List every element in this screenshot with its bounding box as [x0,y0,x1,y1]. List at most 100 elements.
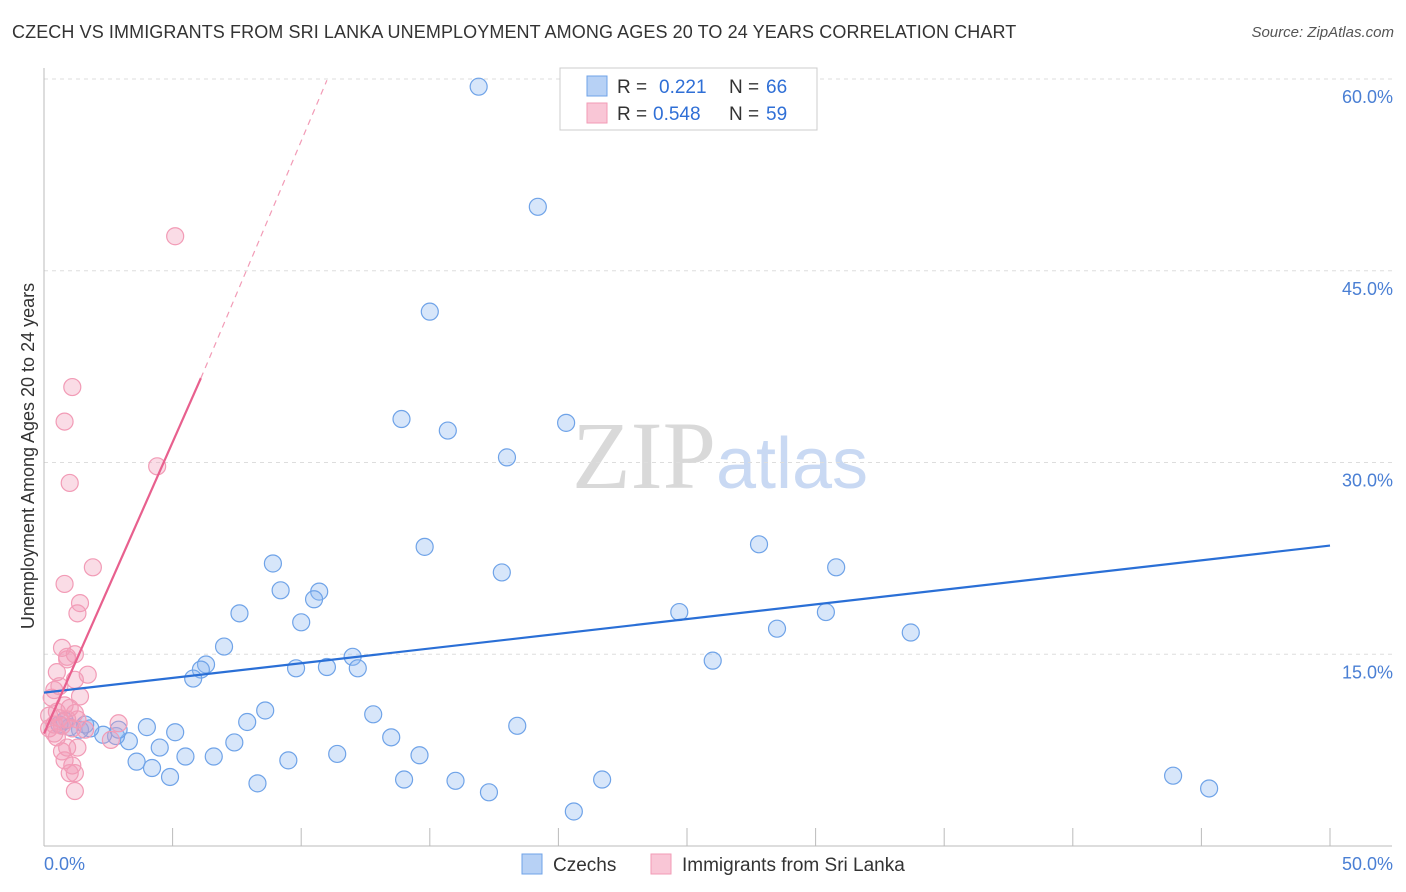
legend-n-value: 59 [766,104,787,125]
sri-lanka-point [166,227,185,246]
czechs-point [230,604,249,623]
czechs-point [279,751,298,770]
sri-lanka-point [55,412,74,431]
sri-lanka-point [76,720,95,739]
y-axis-label: Unemployment Among Ages 20 to 24 years [18,283,38,629]
sri-lanka-trendline [42,377,202,734]
czechs-point [348,659,367,678]
legend-swatch-sri-lanka [586,102,608,124]
chart-source: Source: ZipAtlas.com [1251,24,1394,41]
sri-lanka-point [65,670,84,689]
czechs-point [827,558,846,577]
czechs-point [410,746,429,765]
legend-n-value: 66 [766,77,787,98]
sri-lanka-point [60,473,79,493]
sri-lanka-trendline-extension [200,80,328,379]
czechs-point [564,802,583,821]
czechs-point [438,421,457,440]
sri-lanka-point [109,714,128,733]
y-tick-label: 15.0% [1342,662,1393,682]
czechs-point [479,783,499,802]
czechs-point [292,613,311,632]
czechs-point [557,413,576,432]
czechs-point [593,770,612,789]
czechs-point [238,712,257,732]
sri-lanka-point [101,730,120,749]
chart-title: CZECH VS IMMIGRANTS FROM SRI LANKA UNEMP… [12,22,1017,42]
sri-lanka-point [63,719,82,738]
czechs-point [528,197,547,216]
czechs-point [317,657,337,677]
czechs-point [749,535,769,554]
x-tick-label: 0.0% [44,854,85,874]
bottom-legend-czechs: Czechs [553,855,616,876]
sri-lanka-point [83,558,102,577]
czechs-point [256,701,275,720]
czechs-point [469,77,488,96]
czechs-point [160,767,180,787]
sri-lanka-point [68,738,87,757]
czechs-point [137,718,156,737]
bottom-legend-swatch-czechs [521,853,543,875]
czechs-point [248,774,267,793]
czechs-point [364,705,383,724]
czechs-point [703,651,722,670]
czechs-point [304,590,324,609]
y-tick-label: 30.0% [1342,471,1393,491]
legend: R = 0.221 N = 66 R = 0.548 N = 59 [559,67,818,131]
czechs-point [263,554,283,573]
bottom-legend-sri-lanka: Immigrants from Sri Lanka [682,855,905,876]
czechs-point [204,747,223,766]
czechs-point [497,448,517,467]
czechs-point [109,720,128,739]
czechs-point [176,747,195,766]
watermark: ZIPatlas [572,402,868,509]
czechs-point [901,623,920,642]
legend-r-value: 0.548 [653,104,701,125]
czechs-point [382,728,401,747]
czechs-point [328,744,347,764]
czechs-point [492,563,511,582]
czechs-point [508,716,527,735]
czechs-trendline [43,544,1331,694]
sri-lanka-point [63,377,82,397]
czechs-point [816,602,835,622]
y-tick-label: 60.0% [1342,87,1393,107]
sri-lanka-point [65,781,84,801]
czechs-point [271,581,290,600]
czechs-point [420,302,439,321]
legend-swatch-czechs [586,75,608,97]
sri-lanka-point [47,728,66,747]
czechs-point [767,619,787,638]
sri-lanka-point [60,764,79,783]
sri-lanka-point [68,710,87,729]
czechs-point [415,537,434,556]
bottom-legend: Czechs Immigrants from Sri Lanka [521,853,905,876]
bottom-legend-swatch-sri-lanka [650,853,672,875]
czechs-point [166,723,185,742]
legend-n-label: N = [729,77,759,98]
sri-lanka-point [65,764,84,783]
czechs-point [1200,779,1219,798]
y-tick-label: 45.0% [1342,279,1393,299]
czechs-point [214,637,234,656]
czechs-point [142,758,162,778]
czechs-point [1164,766,1183,785]
legend-n-label: N = [729,104,759,125]
x-tick-label: 50.0% [1342,854,1393,874]
czechs-point [446,771,465,790]
sri-lanka-point [68,604,87,623]
czechs-point [127,752,146,771]
sri-lanka-point [47,663,66,682]
czechs-point [225,733,244,752]
czechs-point [394,770,414,789]
czechs-point [392,409,411,429]
czechs-point [150,738,169,757]
legend-r-value: 0.221 [659,77,707,98]
legend-r-label: R = [617,104,647,125]
czechs-point [670,602,689,622]
czechs-point [184,669,203,688]
sri-lanka-point [55,574,74,594]
